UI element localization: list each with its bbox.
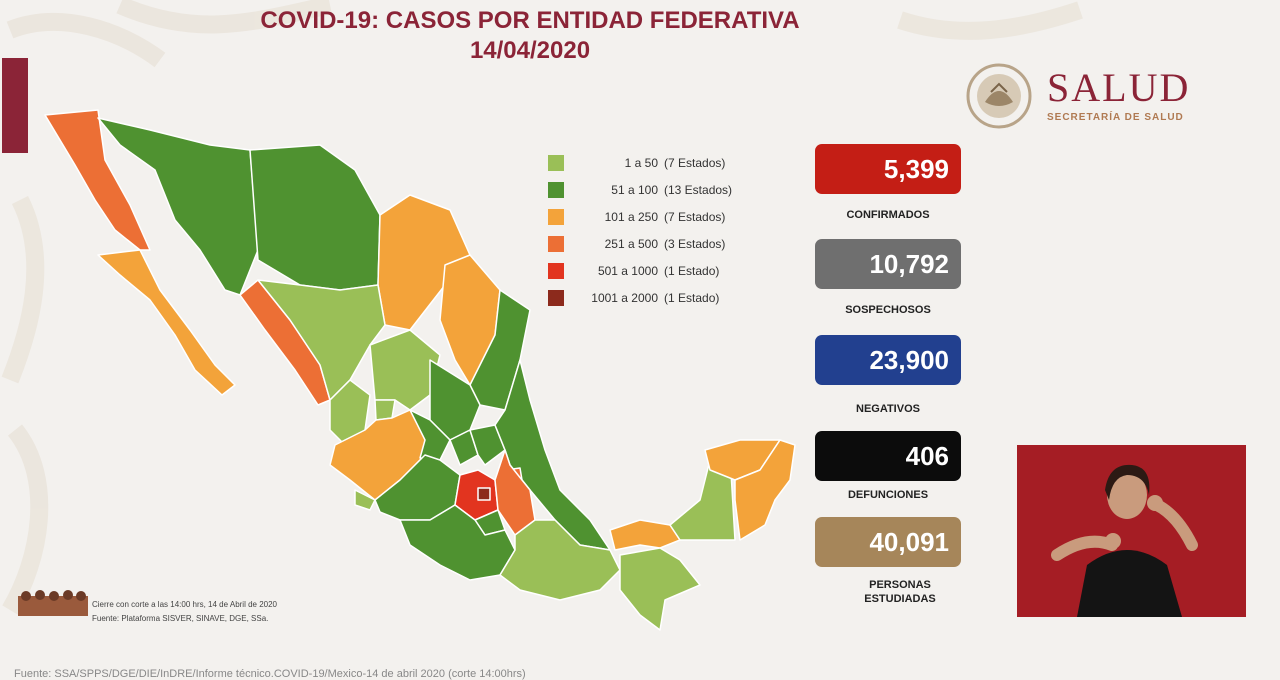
legend-count: (3 Estados)	[664, 237, 726, 251]
legend-item: 101 a 250 (7 Estados)	[548, 207, 748, 227]
personas-estudiadas-label: PERSONAS ESTUDIADAS	[864, 579, 936, 605]
staff-group-icon	[18, 590, 88, 616]
legend-item: 251 a 500 (3 Estados)	[548, 234, 748, 254]
negativos-label: NEGATIVOS	[856, 403, 920, 415]
state-colima	[354, 489, 376, 511]
cierre-note: Cierre con corte a las 14:00 hrs, 14 de …	[92, 600, 277, 609]
sign-language-interpreter-video	[1017, 445, 1246, 617]
sospechosos-value: 10,792	[815, 239, 961, 289]
title-main: COVID-19: CASOS POR ENTIDAD FEDERATIVA	[260, 7, 800, 34]
state-sonora	[97, 117, 259, 296]
interpreter-figure	[1017, 445, 1246, 617]
legend-swatch	[548, 209, 564, 225]
legend-range: 251 a 500	[604, 237, 658, 251]
legend-range: 51 a 100	[611, 183, 658, 197]
state-tabasco	[609, 519, 681, 551]
page-title: COVID-19: CASOS POR ENTIDAD FEDERATIVA 1…	[130, 6, 930, 66]
state-campeche	[669, 454, 736, 541]
personas-estudiadas-value: 40,091	[815, 517, 961, 567]
confirmados-value: 5,399	[815, 144, 961, 194]
national-seal-icon	[966, 63, 1032, 129]
state-guerrero	[399, 504, 516, 581]
salud-logo: SALUD SECRETARÍA DE SALUD	[965, 62, 1225, 132]
legend-range: 1 a 50	[624, 156, 658, 170]
legend-range: 501 a 1000	[597, 264, 658, 278]
state-baja-california	[44, 109, 151, 251]
legend-item: 1001 a 2000 (1 Estado)	[548, 288, 748, 308]
fuente-note: Fuente: Plataforma SISVER, SINAVE, DGE, …	[92, 614, 269, 623]
legend-swatch	[548, 263, 564, 279]
legend-item: 501 a 1000 (1 Estado)	[548, 261, 748, 281]
accent-bar	[2, 58, 28, 153]
legend-swatch	[548, 155, 564, 171]
legend-range: 101 a 250	[604, 210, 658, 224]
state-quintana-roo	[734, 439, 796, 541]
sospechosos-label: SOSPECHOSOS	[845, 304, 931, 316]
legend-swatch	[548, 290, 564, 306]
negativos-value: 23,900	[815, 335, 961, 385]
legend-count: (7 Estados)	[664, 210, 726, 224]
legend-item: 1 a 50 (7 Estados)	[548, 153, 748, 173]
defunciones-label: DEFUNCIONES	[847, 489, 929, 501]
state-chiapas	[619, 547, 701, 631]
legend-count: (1 Estado)	[664, 291, 720, 305]
salud-subtitle: SECRETARÍA DE SALUD	[1047, 112, 1184, 123]
mexico-map	[44, 109, 796, 631]
legend-count: (13 Estados)	[664, 183, 733, 197]
confirmados-label: CONFIRMADOS	[846, 209, 930, 221]
legend-count: (7 Estados)	[664, 156, 726, 170]
legend-range: 1001 a 2000	[591, 291, 658, 305]
state-chihuahua	[249, 144, 381, 291]
state-oaxaca	[499, 519, 621, 601]
legend-count: (1 Estado)	[664, 264, 720, 278]
legend-item: 51 a 100 (13 Estados)	[548, 180, 748, 200]
state-cdmx	[477, 487, 491, 501]
salud-wordmark: SALUD	[1047, 65, 1191, 110]
defunciones-value: 406	[815, 431, 961, 481]
state-tamaulipas	[469, 289, 531, 411]
legend-swatch	[548, 236, 564, 252]
source-line: Fuente: SSA/SPPS/DGE/DIE/InDRE/Informe t…	[14, 668, 526, 680]
state-aguascalientes	[374, 399, 396, 421]
state-baja-california-sur	[97, 249, 236, 396]
title-date: 14/04/2020	[469, 37, 591, 64]
state-hidalgo	[469, 424, 506, 466]
legend-swatch	[548, 182, 564, 198]
